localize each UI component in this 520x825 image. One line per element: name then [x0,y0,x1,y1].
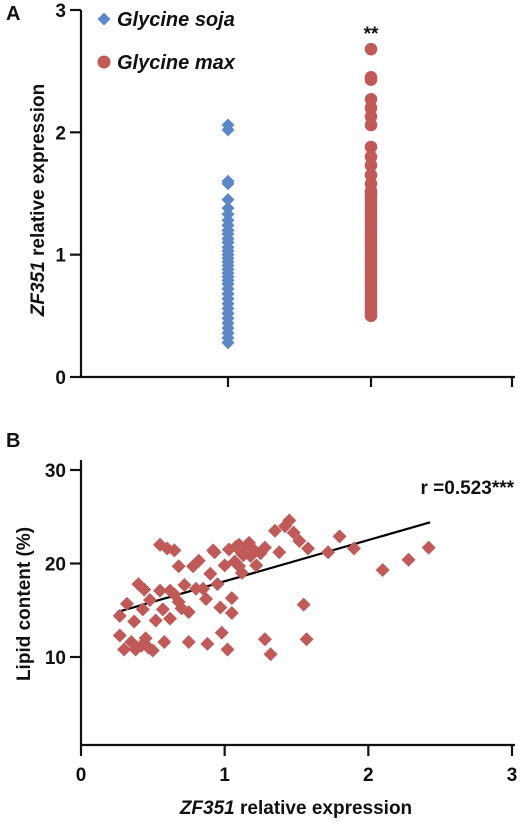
lipid-point [296,597,311,612]
lipid-point [263,647,278,662]
lipid-point [203,566,218,581]
panel-a-y-axis-label-gene: ZF351 [28,261,49,317]
lipid-point [155,602,170,617]
glycine-max-point [364,159,378,172]
lipid-point [213,600,228,615]
lipid-point [191,553,206,568]
lipid-point [267,523,282,538]
lipid-point [167,543,182,558]
panel-b-x-tick-label: 0 [76,765,87,786]
glycine-max-point [364,140,378,154]
lipid-point [207,545,222,560]
glycine-soja-point [221,336,235,350]
lipid-point [220,642,235,657]
lipid-point [224,606,239,621]
panel-b-y-tick-label: 30 [45,461,66,482]
lipid-point [188,581,203,596]
lipid-point [292,534,307,549]
lipid-point [200,636,215,651]
lipid-point [332,529,347,544]
lipid-point [135,602,150,617]
glycine-soja-point [221,123,235,137]
lipid-point [148,613,163,628]
panel-a-y-tick-label: 0 [55,368,66,389]
lipid-point [112,608,127,623]
lipid-point [177,578,192,593]
lipid-point [286,525,301,540]
lipid-point [421,540,436,555]
lipid-point [300,541,315,556]
legend-glycine-max-label: Glycine max [117,52,236,74]
lipid-point [127,614,142,629]
glycine-max-point [364,118,378,132]
glycine-soja-point [221,193,235,207]
lipid-point [181,635,196,650]
lipid-point [272,545,287,560]
panel-a-y-tick-label: 1 [55,246,66,267]
legend-glycine-max-marker [97,55,111,69]
panel-a-y-tick-label: 2 [55,123,66,144]
panel-b-y-ticks: 10 20 30 [45,461,81,669]
panel-b-x-ticks: 0 1 2 3 [76,745,518,786]
lipid-point [145,643,160,658]
legend-glycine-soja-label: Glycine soja [117,9,235,31]
lipid-point [181,605,196,620]
panel-a-y-ticks: 0 1 2 3 [55,1,81,389]
panel-a-glycine-max-points [364,42,378,323]
panel-b-y-axis-label: Lipid content (%) [14,527,35,681]
panel-b-x-axis-label: ZF351 relative expression [179,798,412,819]
panel-b-x-tick-label: 1 [219,765,230,786]
lipid-point [321,545,336,560]
lipid-point [299,632,314,647]
lipid-point [375,563,390,578]
panel-b-x-tick-label: 2 [363,765,374,786]
panel-b-label: B [6,430,20,452]
legend-glycine-soja-marker [97,12,111,26]
panel-a-y-axis-label-rest: relative expression [28,84,49,261]
lipid-point [153,583,168,598]
lipid-point [117,642,132,657]
lipid-point [142,592,157,607]
panel-a-y-tick-label: 3 [55,1,66,22]
panel-b-correlation-annotation: r =0.523*** [421,478,515,499]
glycine-max-point [364,309,378,323]
panel-a-chart: A Glycine soja Glycine max 0 1 2 3 ZF351 re… [6,1,515,389]
glycine-max-point [364,42,378,56]
lipid-point [257,632,272,647]
lipid-point [401,552,416,567]
panel-a-legend: Glycine soja Glycine max [97,9,236,74]
panel-a-y-axis-label: ZF351 relative expression [28,84,49,317]
panel-a-significance-annotation: ** [364,24,379,45]
lipid-point [119,596,134,611]
panel-b-trendline [116,521,431,614]
lipid-point [346,541,361,556]
glycine-soja-point [221,177,235,191]
panel-b-points [112,513,436,662]
lipid-point [112,628,127,643]
lipid-point [257,540,272,555]
lipid-point [157,635,172,650]
panel-b-y-tick-label: 10 [45,648,66,669]
lipid-point [198,592,213,607]
lipid-point [210,577,225,592]
panel-a-glycine-soja-points [221,118,235,350]
lipid-point [234,565,249,580]
panel-b-x-tick-label: 3 [507,765,518,786]
lipid-point [137,582,152,597]
lipid-point [249,558,264,573]
lipid-point [163,611,178,626]
lipid-point [214,625,229,640]
lipid-point [224,591,239,606]
glycine-max-point [364,73,378,87]
panel-b-chart: B 10 20 30 0 1 2 3 Lipid content (%) ZF351 re… [6,430,517,819]
panel-b-x-axis-label-rest: relative expression [235,798,412,819]
panel-a-label: A [6,3,20,25]
panel-b-y-tick-label: 20 [45,555,66,576]
lipid-point [196,581,211,596]
lipid-point [282,513,297,528]
lipid-point [171,559,186,574]
panel-b-x-axis-label-gene: ZF351 [179,798,235,819]
